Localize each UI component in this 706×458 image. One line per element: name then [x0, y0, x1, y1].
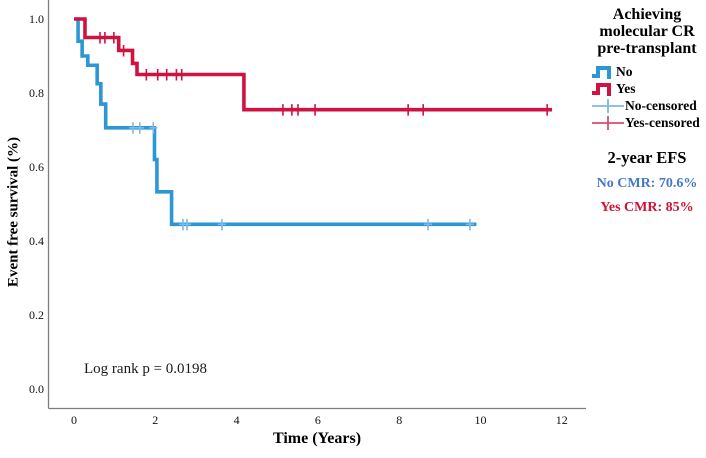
legend-item-label: No-censored — [625, 97, 697, 113]
legend-items: No Yes No-censored — [588, 63, 706, 131]
x-axis-title: Time (Years) — [272, 430, 362, 447]
no-censored-plus-icon — [591, 97, 625, 115]
legend-panel: Achieving molecular CR pre-transplant No — [588, 6, 706, 131]
two-year-efs-heading: 2-year EFS — [607, 148, 687, 167]
yes-censored-mark — [293, 104, 302, 116]
yes-censored-mark — [162, 69, 171, 81]
no-censored-mark — [149, 122, 158, 134]
x-tick-label: 4 — [233, 413, 240, 427]
legend-item-label: Yes-censored — [625, 114, 700, 130]
y-tick-label: 1.0 — [29, 12, 44, 26]
x-tick-label: 2 — [152, 413, 159, 427]
y-tick-label: 0.4 — [29, 234, 44, 248]
survival-curve-no — [75, 17, 477, 227]
yes-censored-mark — [109, 32, 118, 44]
legend-item-label: Yes — [616, 80, 636, 96]
no-cmr-efs-value: No CMR: 70.6% — [596, 176, 698, 191]
yes-censored-mark — [543, 104, 552, 116]
log-rank-annotation: Log rank p = 0.0198 — [84, 361, 208, 377]
x-tick-label: 8 — [396, 413, 403, 427]
no-step-line-icon — [591, 63, 616, 81]
yes-step-line-icon — [591, 80, 616, 98]
no-censored-mark — [128, 122, 137, 134]
y-tick-label: 0.6 — [29, 160, 44, 174]
legend-item-no: No — [591, 63, 706, 80]
x-tick-label: 10 — [474, 413, 487, 427]
yes-censored-mark — [153, 69, 162, 81]
y-tick-label: 0.2 — [29, 308, 44, 322]
legend-title: Achieving molecular CR pre-transplant — [597, 6, 697, 57]
legend-item-yes-censored: Yes-censored — [591, 114, 706, 131]
x-tick-label: 12 — [555, 413, 568, 427]
yes-censored-mark — [119, 44, 128, 57]
legend-item-no-censored: No-censored — [591, 97, 706, 114]
x-tick-label: 0 — [71, 413, 77, 427]
yes-censored-mark — [311, 104, 320, 116]
yes-censored-plus-icon — [591, 114, 625, 132]
yes-censored-mark — [419, 104, 428, 116]
yes-censored-mark — [100, 32, 109, 44]
two-year-efs-panel: 2-year EFS No CMR: 70.6% Yes CMR: 85% — [588, 148, 706, 216]
x-tick-label: 6 — [314, 413, 321, 427]
y-tick-label: 0.0 — [29, 382, 44, 396]
legend-item-yes: Yes — [591, 80, 706, 97]
legend-item-label: No — [616, 63, 633, 79]
no-censored-mark — [183, 218, 192, 231]
yes-censored-mark — [142, 69, 151, 81]
yes-cmr-efs-value: Yes CMR: 85% — [600, 200, 694, 215]
yes-censored-mark — [177, 69, 186, 81]
y-tick-label: 0.8 — [29, 86, 44, 100]
yes-censored-mark — [278, 104, 287, 116]
no-censored-mark — [135, 122, 144, 134]
survival-curve-yes — [74, 17, 553, 112]
yes-censored-mark — [404, 104, 413, 116]
no-censored-mark — [217, 218, 226, 231]
no-censored-mark — [424, 218, 433, 231]
no-censored-mark — [465, 218, 474, 231]
